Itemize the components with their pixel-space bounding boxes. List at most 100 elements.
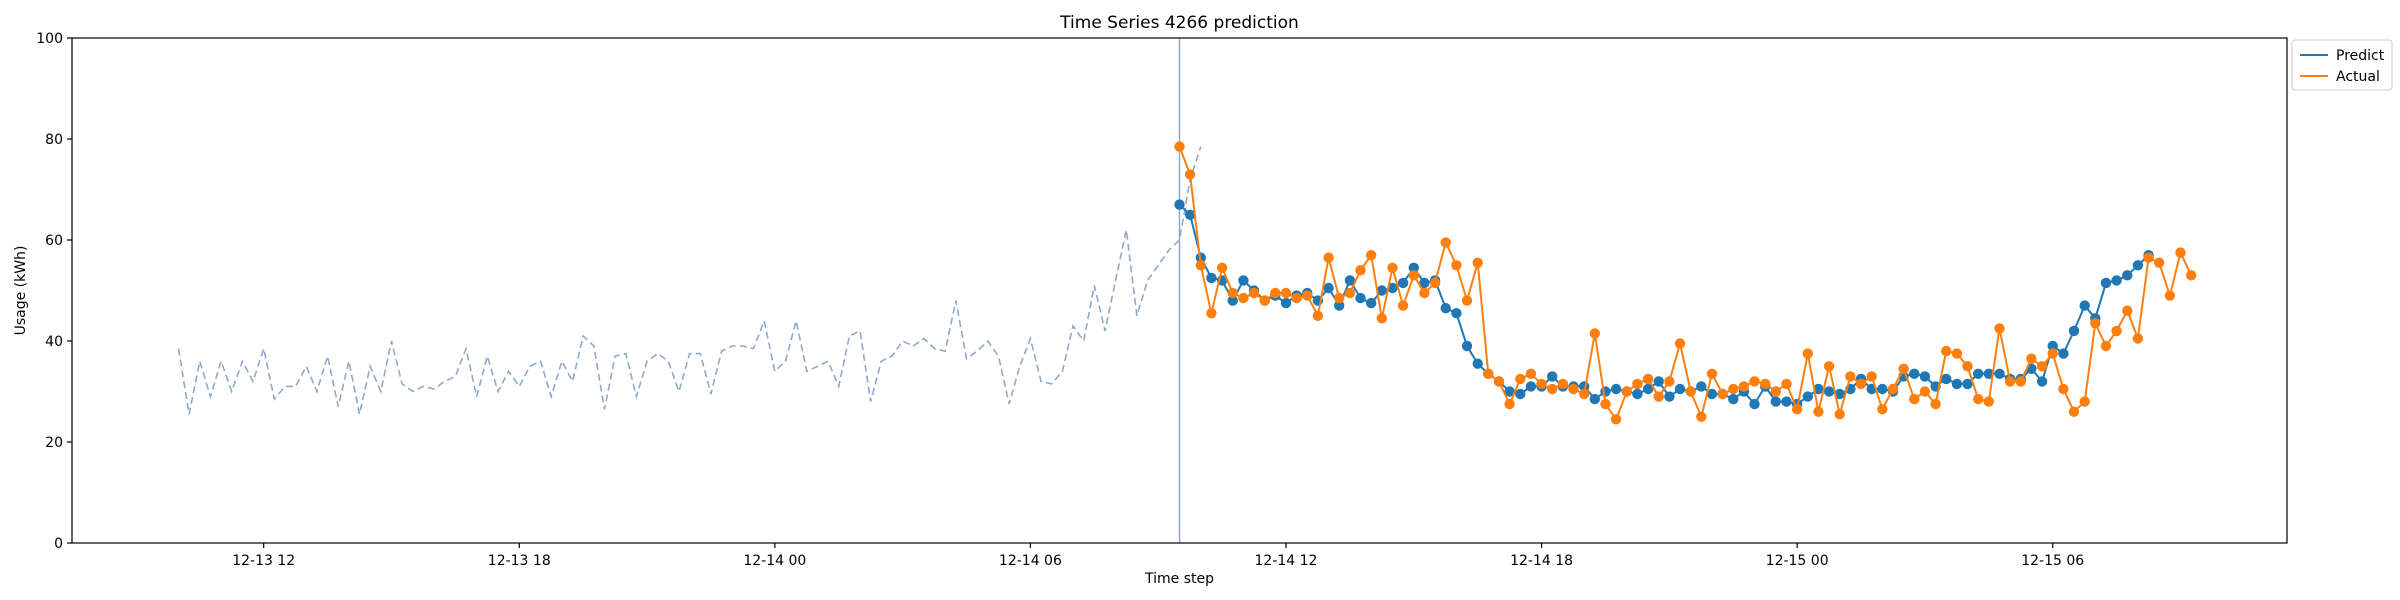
- predict-point: [2047, 340, 2058, 352]
- x-tick-label: 12-14 12: [1255, 553, 1318, 569]
- x-tick-label: 12-14 06: [999, 553, 1062, 569]
- predict-point: [2100, 277, 2112, 289]
- legend: Predict Actual: [2291, 39, 2393, 91]
- actual-point: [1291, 292, 1302, 304]
- actual-point: [1600, 398, 1611, 410]
- actual-point: [2143, 252, 2154, 263]
- actual-point: [1206, 308, 1217, 319]
- predict-point: [1238, 275, 1249, 286]
- predict-point: [1919, 371, 1931, 382]
- predict-point: [2058, 348, 2069, 359]
- predict-point: [1461, 340, 1473, 352]
- actual-point: [1717, 388, 1728, 400]
- actual-point: [1323, 252, 1334, 263]
- predict-point: [1451, 308, 1462, 319]
- actual-point: [2154, 257, 2165, 268]
- actual-point: [1632, 378, 1643, 390]
- predict-point: [1951, 378, 1963, 390]
- actual-point: [2186, 270, 2197, 281]
- predict-point: [1600, 386, 1611, 397]
- actual-point: [1994, 323, 2005, 334]
- predict-point: [2036, 376, 2048, 387]
- actual-point: [1461, 295, 1473, 306]
- actual-point: [1621, 386, 1633, 397]
- y-axis-label: Usage (kWh): [13, 246, 29, 336]
- predict-point: [1525, 381, 1537, 392]
- predict-point: [1280, 297, 1292, 309]
- actual-point: [1802, 348, 1814, 359]
- actual-point: [1227, 287, 1238, 299]
- x-tick-label: 12-15 06: [2021, 553, 2084, 569]
- predict-point: [1781, 396, 1792, 407]
- predict-point: [1174, 199, 1185, 210]
- actual-point: [1397, 300, 1409, 311]
- actual-point: [1589, 328, 1601, 339]
- predict-point: [1547, 371, 1558, 382]
- actual-point: [1610, 414, 1622, 425]
- actual-point: [1504, 398, 1515, 410]
- actual-point: [1334, 292, 1345, 304]
- predict-point: [1206, 272, 1217, 284]
- predict-point: [1515, 388, 1526, 400]
- x-tick-label: 12-13 12: [232, 553, 295, 569]
- actual-point: [1493, 376, 1505, 387]
- actual-point: [1248, 287, 1260, 299]
- predict-point: [1802, 391, 1814, 402]
- actual-point: [1483, 368, 1494, 379]
- y-tick-label: 40: [45, 334, 63, 350]
- actual-point: [2068, 406, 2080, 417]
- actual-point: [1909, 393, 1920, 405]
- predict-point: [1877, 383, 1888, 395]
- predict-point: [1823, 386, 1835, 397]
- x-tick-label: 12-14 18: [1510, 553, 1573, 569]
- x-tick-label: 12-14 00: [743, 553, 806, 569]
- actual-point: [1930, 398, 1941, 410]
- actual-point: [1845, 371, 1856, 382]
- actual-point: [1919, 386, 1931, 397]
- legend-label-predict: Predict: [2336, 48, 2385, 64]
- predict-point: [1696, 381, 1707, 392]
- predict-point: [1334, 300, 1345, 311]
- predict-point: [2122, 270, 2133, 281]
- actual-point: [1387, 262, 1398, 273]
- predict-point: [1664, 391, 1675, 402]
- predict-point: [1355, 292, 1366, 304]
- history-line: [177, 146, 1202, 415]
- predict-point: [1440, 303, 1451, 314]
- actual-point: [1791, 404, 1803, 415]
- predict-point: [1834, 388, 1845, 400]
- actual-point: [2122, 305, 2133, 316]
- legend-box: [2291, 39, 2393, 91]
- actual-point: [1557, 378, 1569, 390]
- actual-point: [1962, 361, 1973, 372]
- actual-point: [1887, 383, 1899, 395]
- y-tick-label: 80: [45, 132, 63, 148]
- actual-point: [1440, 237, 1451, 248]
- actual-point: [1781, 378, 1792, 390]
- actual-point: [1259, 295, 1270, 306]
- actual-point: [2090, 318, 2101, 329]
- actual-point: [1238, 292, 1249, 304]
- predict-point: [2111, 275, 2122, 286]
- actual-point: [2015, 376, 2027, 387]
- actual-point: [1866, 371, 1877, 382]
- actual-point: [1280, 287, 1292, 299]
- actual-point: [1653, 391, 1664, 402]
- actual-point: [1738, 381, 1750, 392]
- actual-point: [1515, 373, 1526, 385]
- y-tick-label: 20: [45, 435, 63, 451]
- predict-point: [1419, 277, 1430, 289]
- predict-point: [1184, 209, 1196, 220]
- y-tick-label: 0: [54, 536, 63, 552]
- actual-point: [1674, 338, 1686, 349]
- actual-point: [1728, 383, 1739, 395]
- predict-point: [1973, 368, 1984, 379]
- predict-point: [1909, 368, 1920, 379]
- predict-point: [1589, 393, 1601, 405]
- x-axis-label: Time step: [1144, 571, 1214, 587]
- actual-point: [1429, 277, 1441, 289]
- predict-point: [1674, 383, 1686, 395]
- actual-point: [1696, 411, 1707, 422]
- actual-point: [1184, 169, 1196, 180]
